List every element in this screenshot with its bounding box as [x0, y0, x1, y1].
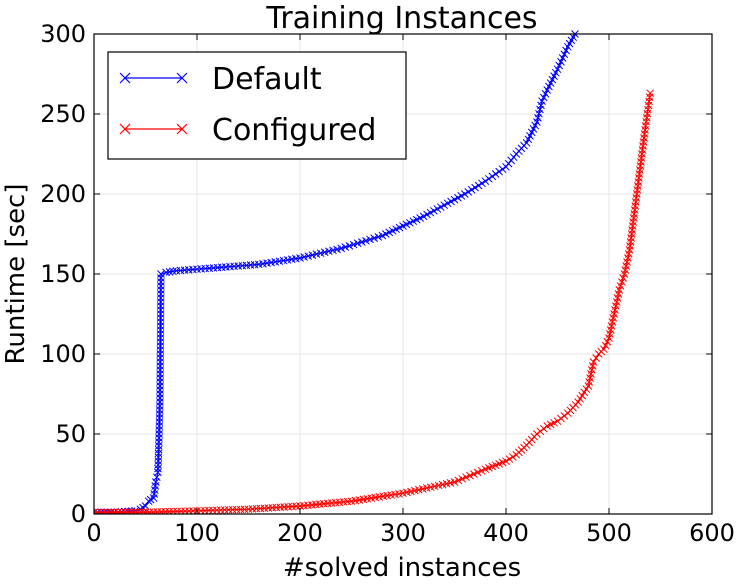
data-point-default [154, 453, 163, 462]
data-point-configured [473, 468, 482, 477]
data-point-default [555, 61, 564, 70]
data-point-default [560, 50, 569, 59]
x-tick-label: 0 [86, 519, 101, 547]
data-point-default [154, 445, 163, 454]
legend-marker-default [119, 72, 131, 84]
y-tick-label: 150 [40, 260, 86, 288]
data-point-configured [592, 354, 600, 362]
x-tick-label: 200 [277, 519, 323, 547]
data-point-default [154, 464, 162, 473]
data-point-default [474, 181, 483, 190]
data-point-configured [646, 89, 655, 98]
y-tick-label: 200 [40, 180, 86, 208]
legend-marker-configured [119, 123, 131, 135]
data-point-default [154, 457, 163, 465]
x-tick-label: 100 [174, 519, 220, 547]
data-point-default [349, 240, 358, 249]
data-point-default [478, 179, 486, 188]
legend-frame [107, 51, 407, 160]
data-point-default [353, 239, 362, 248]
series-layer [94, 30, 655, 514]
data-point-default [154, 468, 162, 477]
legend-marker-configured [176, 123, 188, 135]
x-tick-label: 600 [689, 519, 735, 547]
data-point-configured [603, 337, 612, 346]
x-tick-label: 400 [483, 519, 529, 547]
data-point-default [491, 170, 500, 178]
data-point-default [464, 188, 473, 196]
data-point-configured [589, 358, 598, 366]
data-point-configured [599, 345, 608, 354]
ticks: 0 100 200 300 400 500 600 0 50 100 150 200 250 300 [40, 20, 735, 547]
data-point-default [538, 97, 546, 106]
data-point-configured [553, 417, 562, 426]
data-point-configured [502, 457, 510, 466]
legend: Default Configured [107, 51, 407, 160]
data-point-configured [477, 466, 486, 475]
data-point-default [467, 185, 476, 194]
y-tick-label: 100 [40, 340, 86, 368]
data-point-default [488, 172, 497, 181]
data-point-configured [509, 453, 517, 461]
x-tick-label: 500 [586, 519, 632, 547]
data-point-default [151, 478, 160, 486]
data-point-configured [458, 474, 467, 483]
x-axis-label: #solved instances [283, 553, 521, 583]
data-point-default [154, 460, 162, 469]
data-point-default [157, 270, 165, 278]
legend-label-default: Default [212, 62, 322, 97]
data-point-default [553, 65, 562, 74]
data-point-configured [539, 424, 548, 433]
data-point-configured [450, 478, 459, 486]
data-point-default [557, 57, 565, 66]
data-point-default [471, 183, 479, 192]
legend-entry-configured: Configured [119, 113, 376, 148]
y-axis-label: Runtime [sec] [1, 184, 31, 365]
data-point-configured [533, 430, 541, 438]
data-point-default [337, 244, 346, 253]
data-point-configured [462, 473, 470, 482]
data-point-default [366, 235, 374, 244]
data-point-configured [469, 470, 478, 478]
data-point-configured [601, 341, 610, 350]
y-tick-label: 300 [40, 20, 86, 48]
data-point-default [495, 167, 503, 176]
data-point-default [370, 234, 379, 243]
data-point-configured [505, 455, 514, 463]
data-point-default [374, 233, 383, 241]
x-tick-label: 300 [380, 519, 426, 547]
data-point-default [141, 502, 150, 510]
data-point-default [460, 190, 469, 198]
data-point-default [558, 54, 567, 62]
y-tick-label: 250 [40, 100, 86, 128]
data-point-default [154, 441, 163, 450]
data-point-configured [454, 476, 463, 485]
data-point-default [362, 236, 370, 245]
data-point-default [539, 93, 548, 102]
data-point-default [154, 449, 163, 458]
legend-label-configured: Configured [212, 113, 376, 148]
data-point-default [562, 46, 570, 55]
data-point-default [341, 243, 350, 251]
data-point-default [541, 89, 550, 98]
data-point-configured [536, 427, 545, 436]
data-point-configured [466, 471, 474, 480]
data-point-default [484, 174, 493, 183]
y-tick-label: 50 [55, 420, 86, 448]
data-point-configured [557, 414, 565, 423]
chart-title: Training Instances [265, 1, 537, 36]
data-point-default [481, 177, 490, 186]
legend-entry-default: Default [119, 62, 322, 97]
data-point-default [345, 241, 354, 250]
y-tick-label: 0 [71, 500, 86, 528]
data-point-default [357, 238, 366, 246]
data-point-default [152, 473, 161, 482]
legend-marker-default [176, 72, 188, 84]
